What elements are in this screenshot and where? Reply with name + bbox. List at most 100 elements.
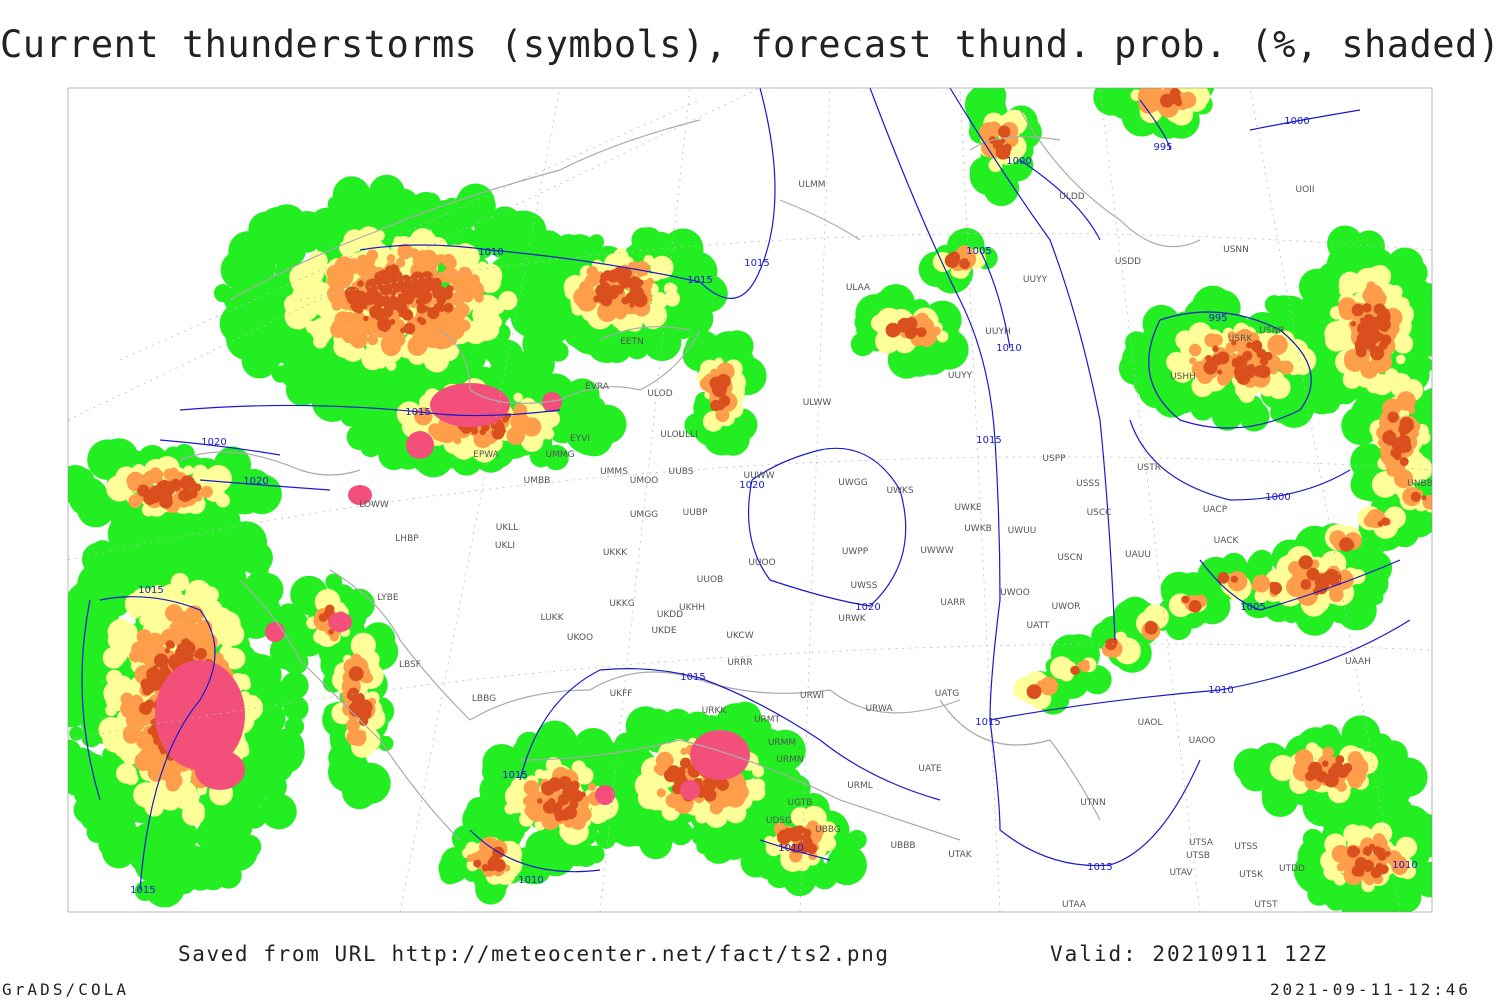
shading-cell — [220, 250, 261, 290]
title: Current thunderstorms (symbols), forecas… — [0, 23, 1500, 66]
shading-cell — [489, 206, 521, 238]
station-label: UNBB — [1407, 479, 1433, 489]
station-label: UTSS — [1234, 842, 1258, 852]
shading-cell — [1362, 859, 1375, 872]
shading-cell — [473, 428, 479, 434]
station-label: UWGG — [838, 478, 867, 488]
shading-cell — [1267, 375, 1291, 400]
station-label: ULWW — [803, 398, 832, 408]
shading-cell — [116, 763, 137, 784]
shading-cell — [710, 399, 722, 412]
shading-cell — [265, 237, 294, 266]
shading-cell — [76, 489, 115, 528]
isobar-label: 1015 — [975, 717, 1000, 728]
shading-cell — [404, 311, 412, 318]
shading-cell — [403, 322, 416, 335]
thunderstorm-symbols — [195, 750, 245, 790]
shading-cell — [233, 251, 248, 266]
shading-cell — [134, 848, 168, 882]
isobar-label: 1020 — [739, 480, 764, 491]
shading-cell — [489, 359, 530, 400]
shading-cell — [152, 613, 164, 624]
shading-cell — [398, 199, 436, 237]
shading-cell — [944, 253, 960, 268]
shading-cell — [642, 321, 682, 362]
shading-cell — [165, 776, 181, 792]
shading-cell — [1339, 537, 1354, 552]
shading-cell — [483, 337, 510, 365]
station-label: UWSS — [851, 581, 878, 591]
shading-cell — [340, 405, 362, 427]
shading-cell — [1212, 354, 1220, 363]
station-label: UTSB — [1186, 851, 1210, 861]
shading-cell — [479, 330, 491, 342]
station-label: UWPP — [842, 547, 869, 557]
shading-cell — [1381, 517, 1390, 526]
shading-cell — [195, 648, 207, 660]
shading-cell — [578, 280, 594, 296]
station-label: ULDD — [1059, 192, 1085, 202]
shading-cell — [143, 743, 160, 761]
station-label: UGTB — [788, 798, 813, 808]
isobar-label: 1010 — [996, 343, 1021, 354]
isobar-label: 1015 — [130, 885, 155, 896]
shading-cell — [593, 295, 600, 303]
shading-cell — [616, 271, 630, 285]
shading-cell — [1300, 579, 1311, 590]
shading-cell — [420, 291, 432, 302]
shading-cell — [168, 467, 179, 477]
shading-cell — [645, 758, 655, 768]
shading-cell — [1321, 760, 1329, 768]
shading-cell — [1242, 350, 1253, 361]
shading-cell — [283, 649, 309, 675]
station-label: URMT — [754, 715, 781, 725]
station-label: UKLI — [495, 541, 515, 551]
shading-cell — [696, 839, 711, 855]
shading-cell — [716, 373, 731, 389]
station-label: UWWW — [920, 546, 953, 556]
shading-cell — [1410, 491, 1421, 502]
shading-cell — [68, 703, 73, 720]
shading-cell — [398, 312, 404, 318]
shading-cell — [554, 813, 564, 822]
shading-cell — [424, 284, 433, 292]
shading-cell — [504, 802, 516, 815]
shading-cell — [305, 256, 324, 275]
shading-cell — [1395, 354, 1406, 365]
station-label: USDD — [1115, 257, 1141, 267]
shading-cell — [1322, 746, 1334, 759]
shading-cell — [153, 653, 169, 668]
shading-cell — [563, 805, 578, 820]
shading-cell — [120, 698, 140, 719]
station-label: UACK — [1214, 536, 1240, 546]
station-label: UATE — [918, 764, 942, 774]
shading-cell — [256, 579, 281, 604]
station-label: UKDD — [657, 610, 683, 620]
shading-cell — [1387, 411, 1399, 423]
shading-cell — [1239, 759, 1272, 792]
shading-cell — [586, 396, 606, 417]
shading-cell — [219, 508, 240, 529]
shading-cell — [1039, 676, 1059, 696]
shading-cell — [342, 273, 354, 285]
shading-cell — [416, 316, 424, 324]
station-label: UUOO — [748, 558, 775, 568]
shading-cell — [679, 776, 685, 782]
shading-cell — [569, 326, 594, 351]
shading-cell — [261, 793, 297, 830]
shading-cell — [1302, 828, 1324, 850]
shading-cell — [1300, 557, 1310, 567]
station-label: UMGG — [630, 510, 658, 520]
shading-cell — [176, 610, 190, 624]
shading-cell — [281, 737, 300, 756]
station-label: LYBE — [377, 593, 398, 603]
shading-cell — [217, 862, 233, 878]
shading-cell — [1238, 386, 1256, 403]
shading-cell — [378, 281, 390, 293]
shading-cell — [128, 494, 143, 508]
shading-cell — [1027, 686, 1038, 698]
shading-cell — [218, 532, 259, 574]
shading-cell — [1251, 343, 1260, 352]
shading-cell — [1375, 862, 1384, 871]
station-label: UAOL — [1138, 718, 1163, 728]
